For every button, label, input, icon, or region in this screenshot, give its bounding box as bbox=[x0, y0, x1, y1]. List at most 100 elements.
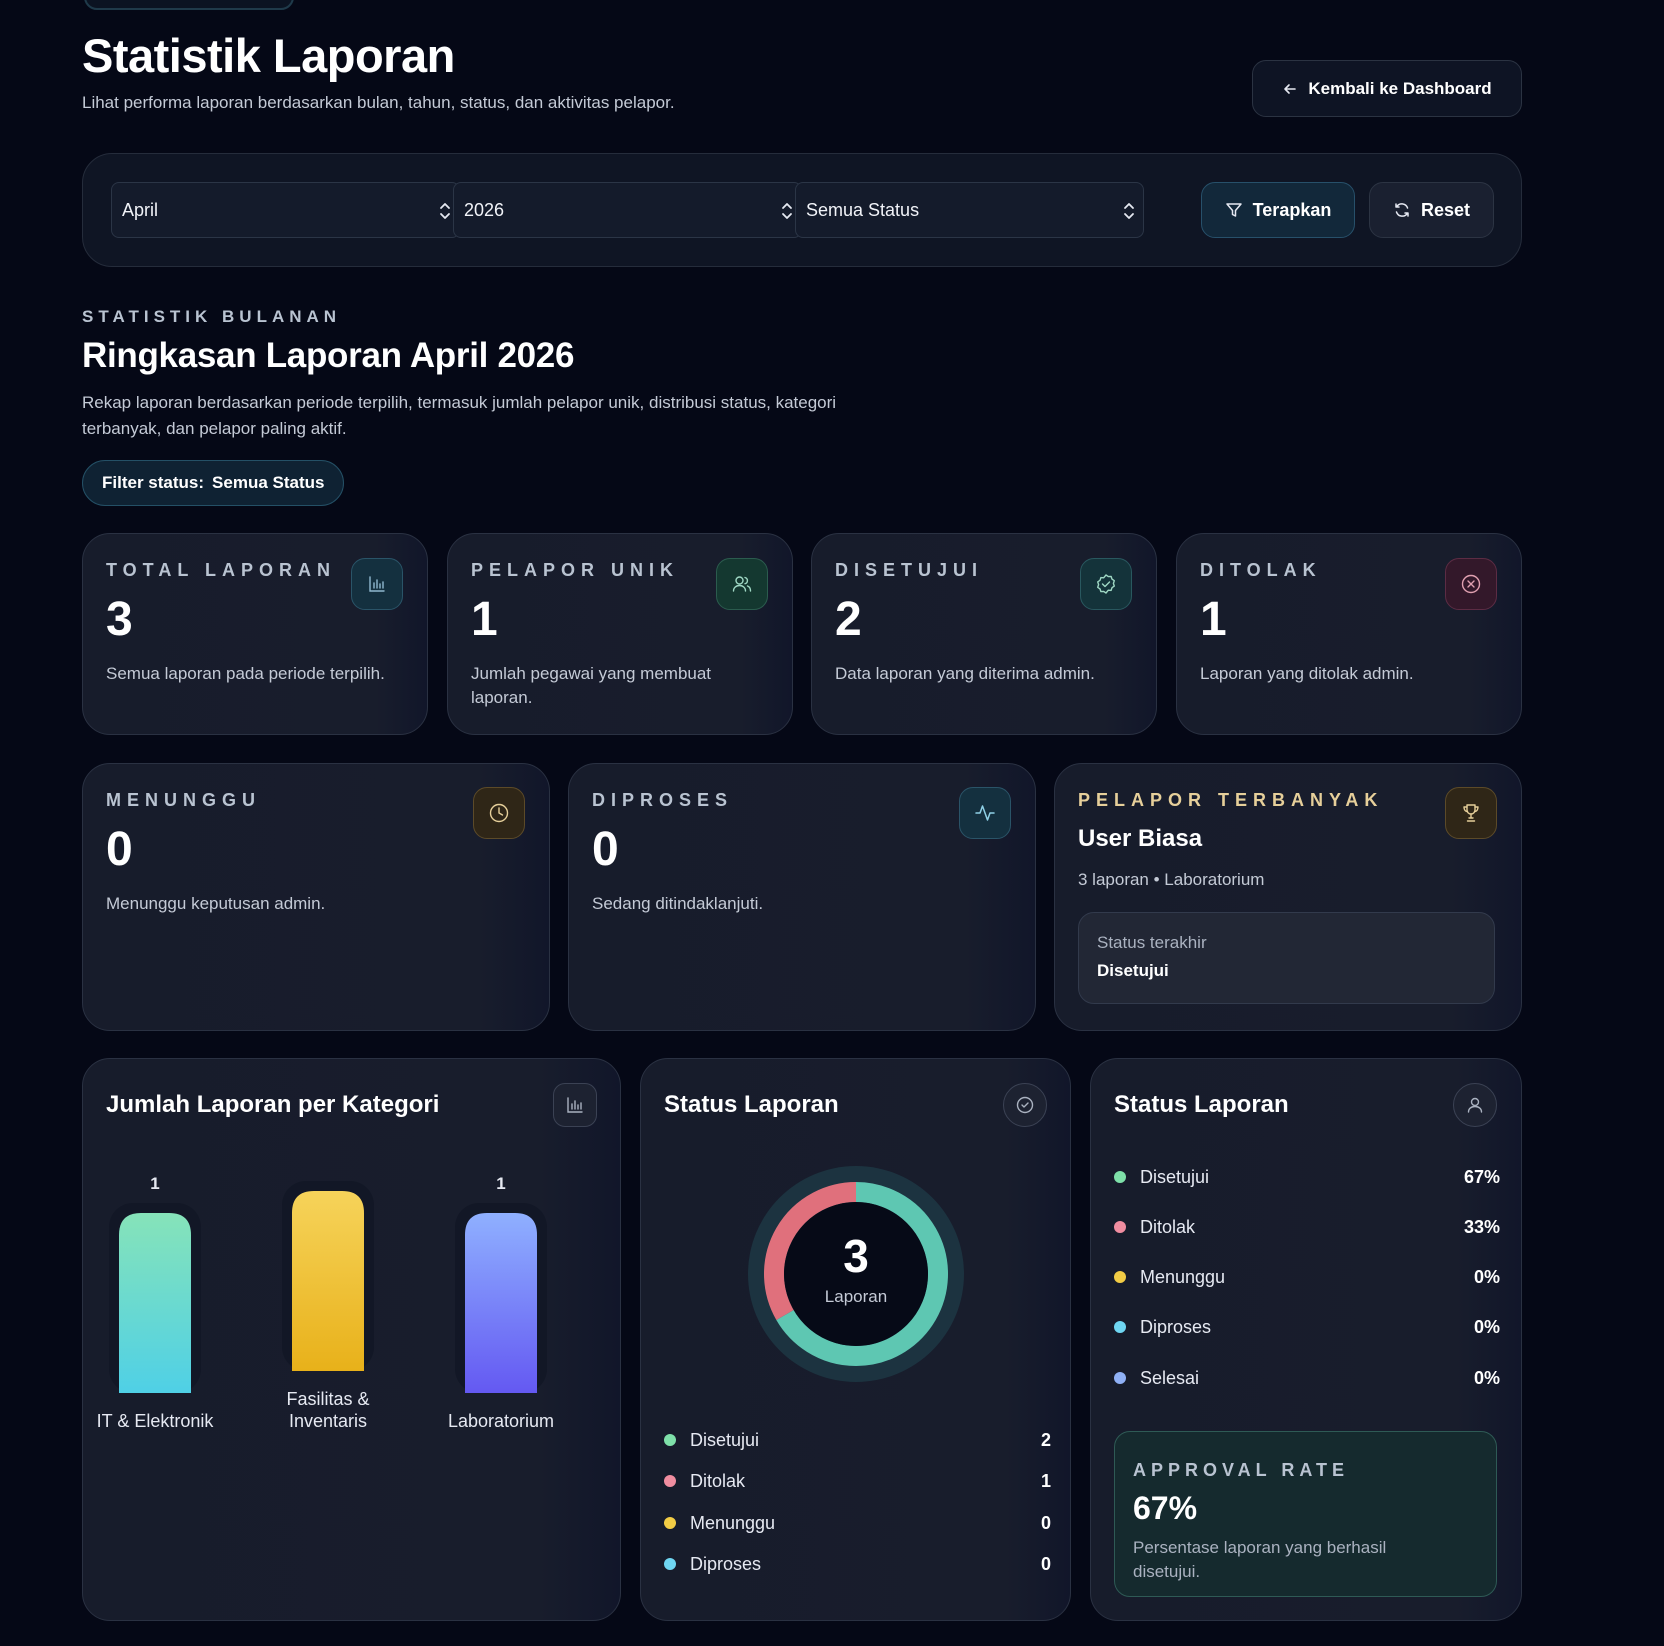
latest-status-box: Status terakhir Disetujui bbox=[1078, 912, 1495, 1004]
percent-value: 0% bbox=[1473, 1367, 1500, 1388]
stat-label: MENUNGGU bbox=[106, 790, 261, 810]
percent-row-approved: Disetujui 67% bbox=[1114, 1165, 1500, 1189]
donut-segment bbox=[776, 1182, 948, 1366]
legend-dot bbox=[1114, 1221, 1126, 1233]
bar-value-label: 1 bbox=[150, 1174, 159, 1193]
stat-card-unique-reporters: PELAPOR UNIK 1 Jumlah pegawai yang membu… bbox=[447, 533, 793, 735]
active-filter-pill: Filter status: Semua Status bbox=[82, 460, 345, 506]
percent-value: 33% bbox=[1463, 1216, 1500, 1237]
filter-pill-value: Semua Status bbox=[212, 473, 325, 492]
legend-dot bbox=[664, 1434, 676, 1446]
activity-icon bbox=[959, 787, 1011, 839]
year-select[interactable]: 2026 bbox=[453, 182, 802, 238]
top-reporter-meta: 3 laporan • Laboratorium bbox=[1078, 870, 1265, 889]
percent-row-rejected: Ditolak 33% bbox=[1114, 1215, 1500, 1239]
stat-value: 0 bbox=[106, 823, 133, 876]
legend-dot bbox=[664, 1475, 676, 1487]
page-subtitle: Lihat performa laporan berdasarkan bulan… bbox=[82, 93, 675, 112]
legend-count: 0 bbox=[1040, 1512, 1051, 1533]
year-select-value: 2026 bbox=[464, 199, 505, 220]
stat-card-waiting: MENUNGGU 0 Menunggu keputusan admin. bbox=[82, 763, 550, 1031]
chevron-up-down-icon bbox=[440, 203, 450, 219]
month-select-value: April bbox=[122, 199, 159, 220]
users-icon bbox=[716, 558, 768, 610]
percent-name: Disetujui bbox=[1140, 1166, 1210, 1187]
chevron-up-down-icon bbox=[782, 203, 792, 219]
section-title: Ringkasan Laporan April 2026 bbox=[82, 336, 575, 375]
apply-filter-button[interactable]: Terapkan bbox=[1201, 182, 1355, 238]
bar-category-label: Inventaris bbox=[289, 1411, 367, 1431]
percent-row-done: Selesai 0% bbox=[1114, 1366, 1500, 1390]
month-select[interactable]: April bbox=[111, 182, 460, 238]
top-reporter-card: PELAPOR TERBANYAK User Biasa 3 laporan •… bbox=[1054, 763, 1522, 1031]
status-percent-title: Status Laporan bbox=[1114, 1091, 1289, 1118]
stat-label: DIPROSES bbox=[592, 790, 734, 810]
stat-description: Sedang ditindaklanjuti. bbox=[592, 894, 764, 913]
legend-dot bbox=[1114, 1372, 1126, 1384]
percent-row-waiting: Menunggu 0% bbox=[1114, 1265, 1500, 1289]
percent-value: 0% bbox=[1473, 1266, 1500, 1287]
back-to-dashboard-button[interactable]: Kembali ke Dashboard bbox=[1252, 60, 1522, 117]
section-description: Rekap laporan berdasarkan periode terpil… bbox=[82, 393, 837, 438]
category-chart-panel: Jumlah Laporan per Kategori 1 IT & Elektr… bbox=[82, 1058, 621, 1621]
bar bbox=[465, 1213, 537, 1393]
category-bar-chart: 1 IT & Elektronik 1 Fasilitas &Inventaris 1 L… bbox=[97, 1169, 554, 1431]
legend-name: Disetujui bbox=[690, 1429, 760, 1450]
legend-dot bbox=[664, 1558, 676, 1570]
trophy-icon bbox=[1445, 787, 1497, 839]
page-title: Statistik Laporan bbox=[82, 29, 455, 82]
approval-rate-box: APPROVAL RATE 67% Persentase laporan yan… bbox=[1114, 1431, 1497, 1597]
legend-dot bbox=[664, 1517, 676, 1529]
legend-name: Ditolak bbox=[690, 1470, 746, 1491]
stat-label: PELAPOR UNIK bbox=[471, 560, 680, 580]
status-select-value: Semua Status bbox=[806, 199, 920, 220]
badge-check-icon bbox=[1080, 558, 1132, 610]
legend-dot bbox=[1114, 1271, 1126, 1283]
filter-pill-label: Filter status: bbox=[102, 473, 205, 492]
stat-value: 1 bbox=[471, 593, 498, 646]
stat-description: Menunggu keputusan admin. bbox=[106, 894, 326, 913]
bar-category-label: Fasilitas & bbox=[286, 1389, 369, 1409]
top-nav-stub[interactable] bbox=[84, 0, 294, 10]
stat-description: Semua laporan pada periode terpilih. bbox=[106, 664, 385, 683]
status-donut-chart: 3 Laporan bbox=[748, 1166, 964, 1382]
bar-chart-icon bbox=[351, 558, 403, 610]
donut-center-label: Laporan bbox=[825, 1287, 887, 1306]
refresh-icon bbox=[1395, 203, 1409, 217]
approval-rate-label: APPROVAL RATE bbox=[1133, 1460, 1350, 1480]
donut-center-value: 3 bbox=[843, 1230, 869, 1282]
top-reporter-name: User Biasa bbox=[1078, 825, 1203, 852]
legend-row-approved: Disetujui 2 bbox=[664, 1428, 1051, 1452]
legend-dot bbox=[1114, 1171, 1126, 1183]
legend-row-rejected: Ditolak 1 bbox=[664, 1469, 1051, 1493]
filter-bar: April 2026 Semua Status Terapkan Reset bbox=[82, 153, 1522, 267]
bar bbox=[119, 1213, 191, 1393]
percent-name: Diproses bbox=[1140, 1316, 1212, 1337]
bar-category-label: Laboratorium bbox=[448, 1411, 554, 1431]
stat-card-rejected: DITOLAK 1 Laporan yang ditolak admin. bbox=[1176, 533, 1522, 735]
legend-count: 1 bbox=[1040, 1470, 1051, 1491]
legend-row-processing: Diproses 0 bbox=[664, 1552, 1051, 1576]
arrow-left-icon bbox=[1284, 83, 1297, 94]
stat-description: Laporan yang ditolak admin. bbox=[1200, 664, 1414, 683]
stat-description: Data laporan yang diterima admin. bbox=[835, 664, 1095, 683]
stat-description: Jumlah pegawai yang membuat laporan. bbox=[471, 664, 712, 707]
percent-name: Menunggu bbox=[1140, 1266, 1226, 1287]
status-select[interactable]: Semua Status bbox=[795, 182, 1144, 238]
bar-chart-icon bbox=[553, 1083, 597, 1127]
status-donut-title: Status Laporan bbox=[664, 1091, 839, 1118]
legend-name: Diproses bbox=[690, 1553, 762, 1574]
category-chart-title: Jumlah Laporan per Kategori bbox=[106, 1091, 440, 1118]
latest-status-value: Disetujui bbox=[1097, 961, 1169, 980]
percent-name: Selesai bbox=[1140, 1367, 1200, 1388]
status-donut-panel: Status Laporan 3 Laporan Disetujui 2 Dit… bbox=[640, 1058, 1071, 1621]
legend-row-waiting: Menunggu 0 bbox=[664, 1511, 1051, 1535]
approval-rate-value: 67% bbox=[1133, 1490, 1198, 1526]
reset-filter-button[interactable]: Reset bbox=[1369, 182, 1494, 238]
stat-card-total: TOTAL LAPORAN 3 Semua laporan pada perio… bbox=[82, 533, 428, 735]
latest-status-label: Status terakhir bbox=[1097, 933, 1207, 952]
stat-value: 2 bbox=[835, 593, 862, 646]
chevron-up-down-icon bbox=[1124, 203, 1134, 219]
legend-name: Menunggu bbox=[690, 1512, 776, 1533]
stat-value: 1 bbox=[1200, 593, 1227, 646]
